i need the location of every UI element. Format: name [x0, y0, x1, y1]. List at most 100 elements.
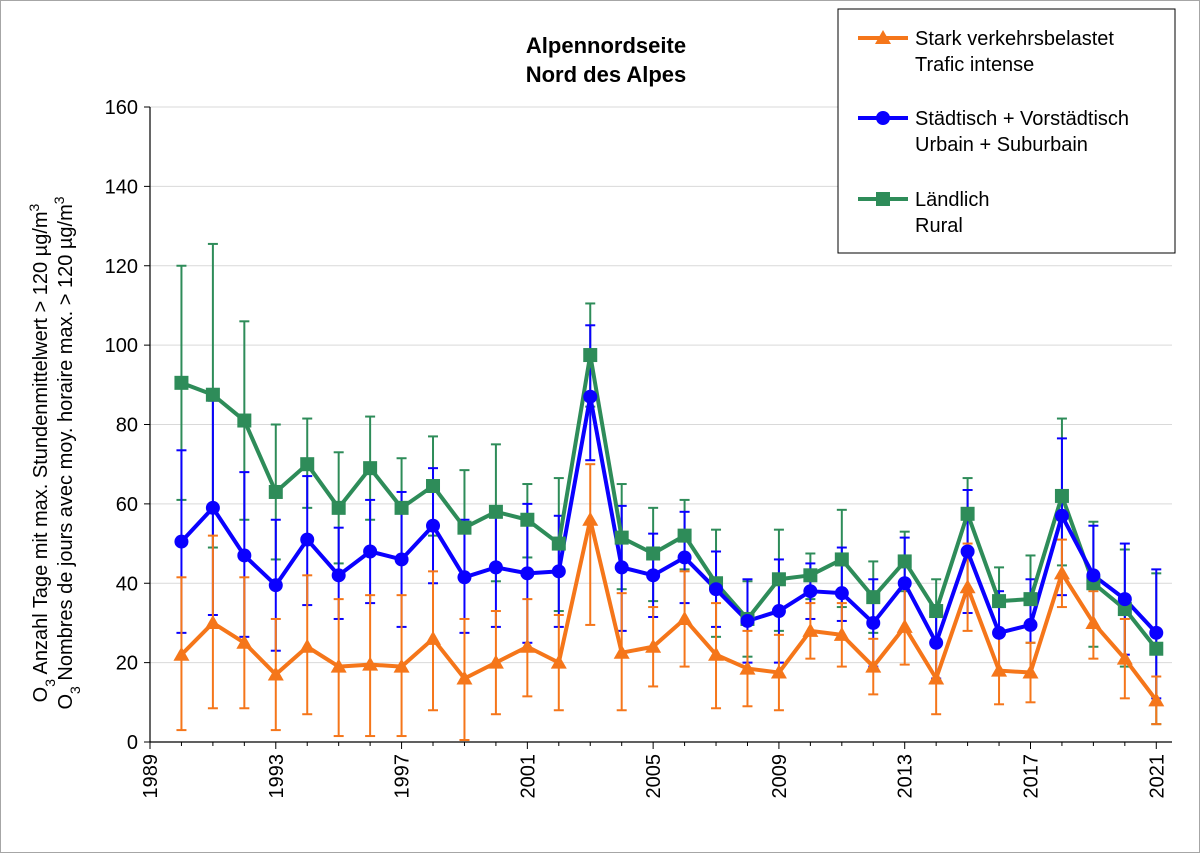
data-point-rural — [992, 594, 1007, 609]
x-tick-labels: 1989 1993 1997 2001 2005 2009 2013 2017 2021 — [140, 754, 1168, 799]
series-line-traffic — [180, 517, 1158, 702]
x-tick-label: 2017 — [1020, 754, 1042, 799]
data-point-rural — [646, 546, 661, 561]
chart-title-line-2: Nord des Alpes — [526, 62, 687, 87]
data-point-rural — [520, 512, 535, 527]
data-point-traffic — [204, 614, 221, 629]
data-point-traffic — [1085, 614, 1102, 629]
y-tick-labels: 0 20 40 60 80 100 120 140 160 — [105, 97, 138, 754]
data-point-urban — [960, 544, 975, 559]
data-point-rural — [268, 484, 283, 499]
data-point-rural — [426, 479, 441, 494]
x-tick-label: 1993 — [266, 754, 288, 799]
data-point-urban — [174, 534, 189, 549]
data-point-urban — [426, 518, 441, 533]
gridlines — [150, 106, 1172, 664]
data-point-urban — [237, 548, 252, 563]
data-point-rural — [331, 500, 346, 515]
data-point-traffic — [991, 662, 1008, 677]
data-point-traffic — [519, 638, 536, 653]
data-point-traffic — [456, 670, 473, 685]
data-point-traffic — [362, 656, 379, 671]
y-tick-label: 60 — [116, 494, 138, 516]
data-point-urban — [740, 613, 755, 628]
x-tick-label: 1997 — [392, 754, 414, 799]
error-bars — [176, 242, 1162, 742]
data-point-urban — [551, 564, 566, 579]
data-point-traffic — [582, 511, 599, 526]
legend-marker-traffic — [875, 30, 891, 44]
y-tick-label: 120 — [105, 256, 138, 278]
legend-label-rural: Ländlich — [915, 189, 990, 211]
x-tick-label: 2001 — [517, 754, 539, 799]
y-axis-label-line-2: O3 Nombres de jours avec moy. horaire ma… — [51, 196, 83, 709]
data-point-rural — [1117, 602, 1132, 617]
data-point-traffic — [708, 646, 725, 661]
legend-sublabel-traffic: Trafic intense — [915, 54, 1034, 76]
data-point-rural — [771, 572, 786, 587]
data-point-urban — [1149, 625, 1164, 640]
data-point-traffic — [802, 622, 819, 637]
data-point-rural — [614, 530, 629, 545]
data-point-traffic — [833, 626, 850, 641]
data-point-urban — [1086, 568, 1101, 583]
x-tick-label: 2021 — [1146, 754, 1168, 799]
data-point-urban — [520, 566, 535, 581]
data-point-traffic — [299, 638, 316, 653]
data-point-traffic — [236, 634, 253, 649]
y-tick-label: 0 — [127, 732, 138, 754]
data-point-rural — [457, 520, 472, 535]
data-point-rural — [1054, 488, 1069, 503]
data-point-traffic — [1022, 664, 1039, 679]
series-markers — [173, 348, 1165, 707]
data-point-urban — [394, 552, 409, 567]
legend-sublabel-urban: Urbain + Suburbain — [915, 134, 1088, 156]
data-point-urban — [897, 576, 912, 591]
data-point-traffic — [896, 618, 913, 633]
x-tick-label: 2005 — [643, 754, 665, 799]
data-point-traffic — [425, 630, 442, 645]
data-point-rural — [834, 552, 849, 567]
series-line-urban — [179, 394, 1158, 645]
data-point-traffic — [645, 638, 662, 653]
series-line-rural — [180, 353, 1158, 650]
data-point-urban — [205, 500, 220, 515]
legend-label-traffic: Stark verkehrsbelastet — [915, 28, 1114, 50]
data-point-urban — [1117, 592, 1132, 607]
data-point-rural — [803, 568, 818, 583]
data-point-urban — [1054, 508, 1069, 523]
data-point-rural — [174, 375, 189, 390]
y-tick-label: 140 — [105, 176, 138, 198]
data-point-traffic — [1148, 692, 1165, 707]
data-point-rural — [897, 554, 912, 569]
legend: Stark verkehrsbelastet Trafic intense Städ… — [837, 8, 1176, 254]
legend-marker-rural — [876, 192, 890, 206]
legend-label-urban: Städtisch + Vorstädtisch — [915, 108, 1129, 130]
data-point-rural — [1149, 641, 1164, 656]
y-tick-label: 100 — [105, 335, 138, 357]
data-point-rural — [929, 604, 944, 619]
data-point-rural — [363, 461, 378, 476]
data-point-urban — [268, 578, 283, 593]
data-point-urban — [614, 560, 629, 575]
x-tick-label: 1989 — [140, 754, 162, 799]
x-tick-label: 2009 — [769, 754, 791, 799]
data-point-traffic — [487, 654, 504, 669]
legend-sublabel-rural: Rural — [915, 215, 963, 237]
data-point-traffic — [928, 670, 945, 685]
data-point-rural — [1023, 592, 1038, 607]
y-tick-label: 80 — [116, 415, 138, 437]
data-point-urban — [1023, 617, 1038, 632]
data-point-urban — [866, 615, 881, 630]
data-point-traffic — [393, 658, 410, 673]
data-point-rural — [300, 457, 315, 472]
data-point-rural — [488, 504, 503, 519]
data-point-traffic — [676, 610, 693, 625]
data-point-traffic — [267, 666, 284, 681]
series-lines — [179, 353, 1158, 702]
chart-title-line-1: Alpennordseite — [526, 33, 686, 58]
data-point-urban — [834, 586, 849, 601]
data-point-urban — [771, 604, 786, 619]
data-point-urban — [803, 584, 818, 599]
